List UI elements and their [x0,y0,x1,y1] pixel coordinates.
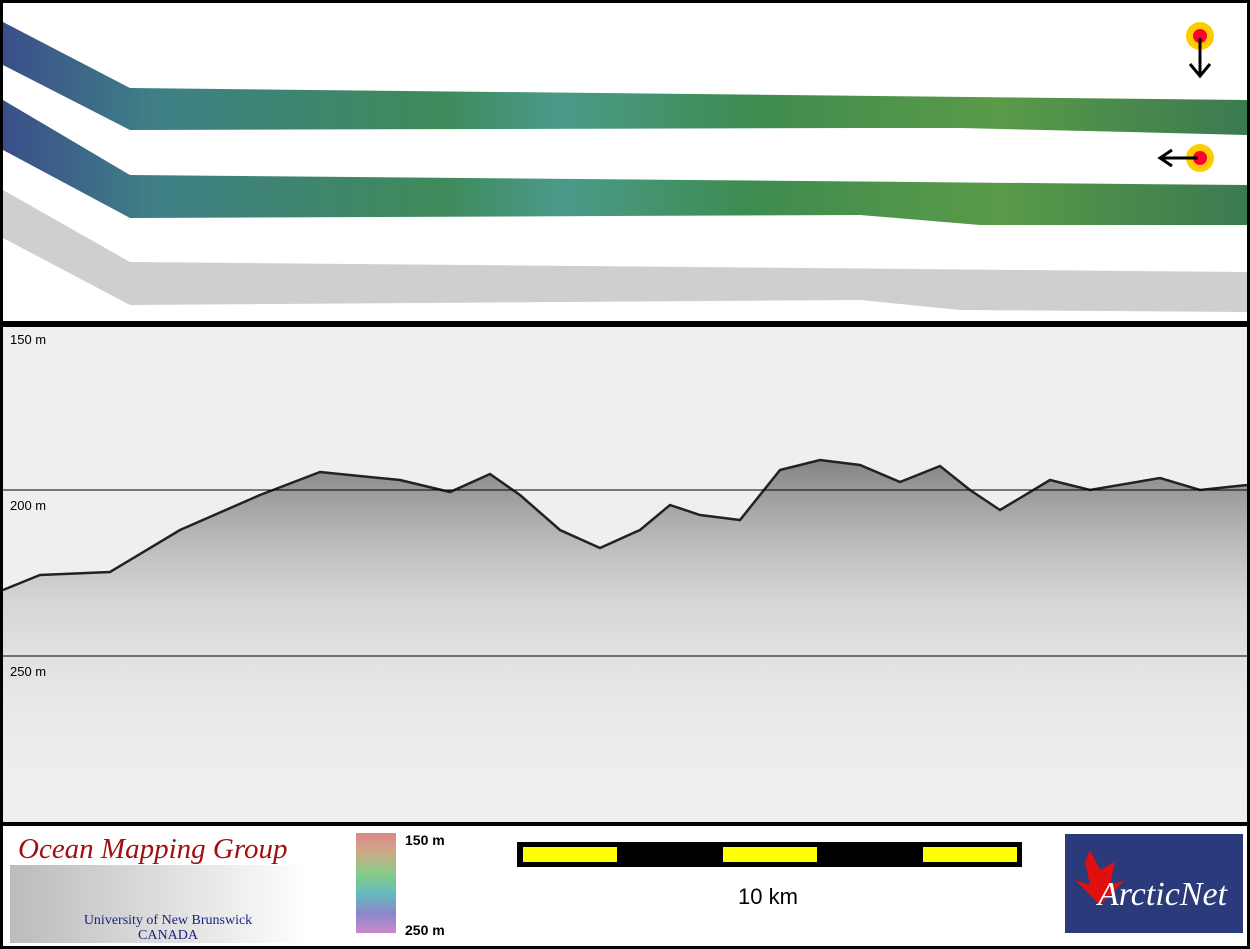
sun-icon [1157,144,1214,172]
scale-segment [523,847,617,862]
depth-label: 150 m [10,332,46,347]
depth-label: 200 m [10,498,46,513]
colorbar-label: 150 m [405,832,445,848]
maple-leaf [1075,850,1125,905]
logo-university: University of New Brunswick [84,913,252,928]
scale-label: 10 km [738,884,798,909]
backscatter-swath [3,100,1247,225]
logo-image [10,865,310,943]
sun-icon [1186,22,1214,79]
logo-country: CANADA [138,928,199,943]
seabed-line [2,458,1248,592]
logo-title: Ocean Mapping Group [18,833,288,865]
colorbar [356,833,396,933]
sidescan-swath [3,190,1247,312]
depth-label: 250 m [10,664,46,679]
scale-segment [723,847,817,862]
partner-name: ArcticNet [1096,876,1229,913]
colorbar-label: 250 m [405,922,445,938]
scale-segment [923,847,1017,862]
seabed-echo [3,460,1247,822]
bathymetry-swath [3,22,1247,135]
